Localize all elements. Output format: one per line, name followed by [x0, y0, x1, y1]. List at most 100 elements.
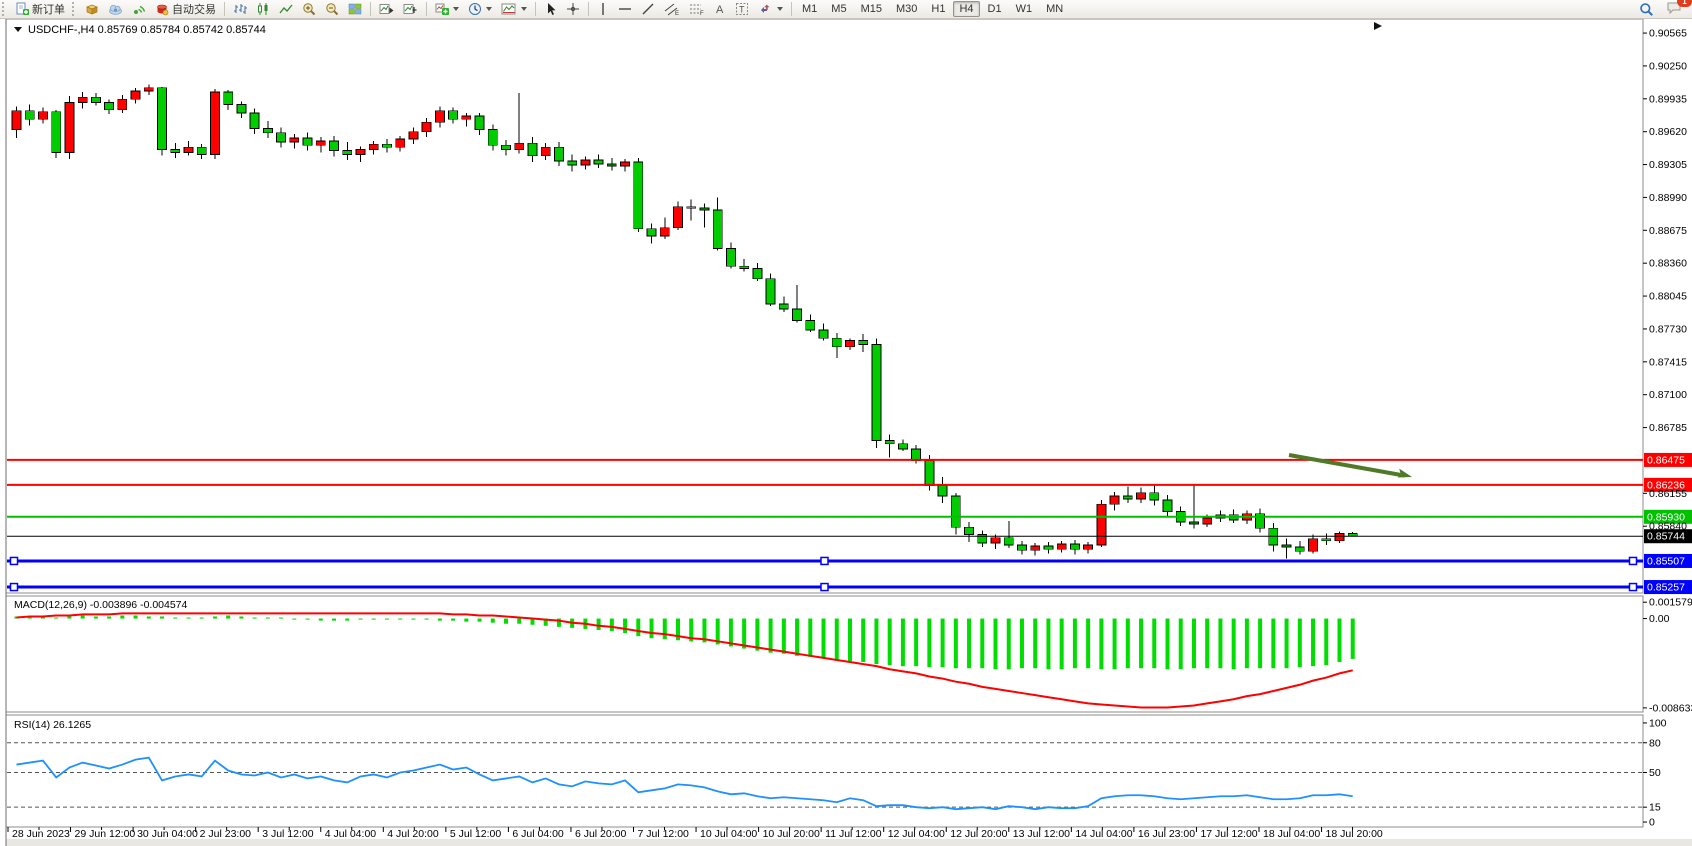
candle[interactable] [90, 96, 101, 103]
autotrade-button[interactable]: 自动交易 [151, 1, 220, 17]
toolbar-grip[interactable] [72, 2, 78, 16]
timeframe-M5[interactable]: M5 [825, 1, 852, 17]
tile-windows-button[interactable] [344, 1, 366, 17]
candle[interactable] [633, 161, 644, 230]
annotations-layer[interactable] [1288, 22, 1413, 480]
candle[interactable] [646, 228, 657, 237]
candle[interactable] [884, 440, 895, 445]
signals-button[interactable] [128, 1, 150, 17]
candle[interactable] [580, 159, 591, 166]
candle[interactable] [262, 128, 273, 134]
candle[interactable] [1321, 538, 1332, 542]
autoscroll-marker[interactable] [1374, 22, 1382, 30]
template-button[interactable] [497, 1, 531, 17]
candle[interactable] [1070, 543, 1080, 550]
candle[interactable] [302, 137, 313, 146]
candle[interactable] [765, 278, 776, 305]
macd-panel[interactable]: MACD(12,26,9) -0.003896 -0.004574 0.00157… [14, 597, 1692, 715]
candlestick-layer[interactable] [11, 84, 1358, 559]
support-line-blue-1-handle[interactable] [1628, 556, 1638, 566]
candlestick-chart-button[interactable] [252, 1, 274, 17]
candle[interactable] [1017, 544, 1027, 551]
candle[interactable] [143, 87, 154, 92]
candle[interactable] [606, 163, 617, 167]
text-label-button[interactable]: T [731, 1, 753, 17]
candle[interactable] [395, 138, 406, 148]
periods-button[interactable] [464, 1, 496, 17]
trendline-button[interactable] [637, 1, 659, 17]
timeframe-H4[interactable]: H4 [953, 1, 980, 17]
candle[interactable] [38, 111, 48, 120]
trend-arrow-head[interactable] [1397, 468, 1413, 480]
candle[interactable] [1334, 533, 1345, 542]
candle[interactable] [937, 485, 948, 497]
candle[interactable] [1189, 521, 1199, 525]
crosshair-button[interactable] [562, 1, 584, 17]
candle[interactable] [461, 115, 472, 120]
candle[interactable] [130, 90, 141, 100]
candle[interactable] [977, 534, 988, 544]
toolbar-grip[interactable] [2, 2, 8, 16]
candle[interactable] [1255, 513, 1266, 529]
timeframe-M1[interactable]: M1 [796, 1, 823, 17]
candle[interactable] [329, 140, 339, 151]
candle[interactable] [64, 102, 75, 153]
candle[interactable] [421, 121, 432, 133]
candle[interactable] [183, 146, 194, 153]
candle[interactable] [236, 104, 247, 114]
candle[interactable] [368, 143, 379, 150]
candle[interactable] [699, 207, 710, 211]
candle[interactable] [104, 102, 115, 111]
vertical-line-button[interactable] [593, 1, 613, 17]
candle[interactable] [990, 537, 1001, 544]
candle[interactable] [911, 448, 922, 461]
channel-button[interactable]: E [660, 1, 684, 17]
candle[interactable] [898, 443, 908, 450]
support-line-blue-2-handle[interactable] [820, 582, 829, 592]
candle[interactable] [355, 149, 366, 156]
toolbox-button[interactable] [81, 1, 103, 17]
candle[interactable] [1162, 499, 1173, 512]
candle[interactable] [686, 206, 697, 209]
chart-menu-triangle[interactable] [14, 27, 22, 32]
cursor-button[interactable] [540, 1, 561, 17]
candle[interactable] [567, 160, 578, 166]
candle[interactable] [1308, 538, 1318, 552]
candle[interactable] [77, 96, 88, 103]
arrange-charts-button[interactable] [375, 1, 398, 17]
candle[interactable] [1294, 546, 1305, 552]
candle[interactable] [117, 98, 128, 111]
candle[interactable] [1109, 495, 1120, 505]
timeframe-H1[interactable]: H1 [925, 1, 951, 17]
candle[interactable] [673, 206, 683, 229]
candle[interactable] [1083, 544, 1094, 550]
trend-arrow-annotation[interactable] [1288, 453, 1405, 478]
candle[interactable] [871, 344, 882, 442]
candle[interactable] [157, 87, 167, 150]
zoom-in-button[interactable] [298, 1, 320, 17]
candle[interactable] [858, 340, 869, 345]
candle[interactable] [249, 112, 260, 129]
candle[interactable] [712, 209, 723, 249]
candle[interactable] [315, 140, 326, 146]
candle[interactable] [739, 265, 750, 269]
candle[interactable] [924, 460, 935, 486]
zoom-out-button[interactable] [321, 1, 343, 17]
candle[interactable] [289, 137, 300, 143]
support-line-blue-2-handle[interactable] [9, 582, 19, 592]
timeframe-D1[interactable]: D1 [982, 1, 1008, 17]
horizontal-line-button[interactable] [614, 1, 636, 17]
candle[interactable] [1281, 544, 1292, 548]
candle[interactable] [210, 91, 220, 156]
candle[interactable] [950, 495, 961, 528]
candle[interactable] [620, 161, 630, 167]
candle[interactable] [792, 308, 802, 321]
candle[interactable] [593, 159, 604, 165]
arrows-button[interactable] [754, 1, 787, 17]
candle[interactable] [818, 329, 829, 339]
candle[interactable] [11, 110, 22, 130]
candle[interactable] [276, 132, 287, 143]
candle[interactable] [24, 110, 35, 120]
timeframe-W1[interactable]: W1 [1010, 1, 1039, 17]
